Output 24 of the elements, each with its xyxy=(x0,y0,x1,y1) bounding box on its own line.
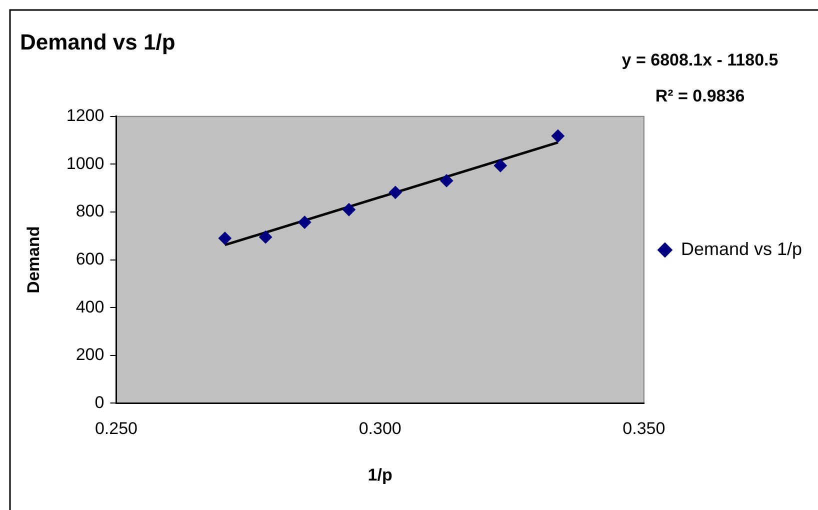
y-tick-label: 600 xyxy=(76,249,104,268)
x-tick-label: 0.350 xyxy=(622,419,666,438)
y-tick-label: 1200 xyxy=(66,106,104,126)
point xyxy=(440,174,454,188)
text: y = 6808.1x - 1180.5 xyxy=(622,50,778,70)
legend-label: Demand vs 1/p xyxy=(680,238,802,259)
y-tick-label: 400 xyxy=(76,297,104,316)
text: R² = 0.9836 xyxy=(655,86,745,106)
y-tick-label: 0 xyxy=(94,392,104,412)
x-tick-label: 0.250 xyxy=(94,419,138,438)
point xyxy=(218,232,232,245)
point xyxy=(494,159,507,172)
point xyxy=(342,203,356,216)
point xyxy=(298,216,312,229)
y-tick-label: 200 xyxy=(76,345,104,364)
x-tick-label: 0.300 xyxy=(358,419,402,438)
y-tick-label: 1000 xyxy=(66,154,104,173)
point xyxy=(259,230,272,244)
y-tick-label: 800 xyxy=(76,202,104,221)
point xyxy=(388,186,402,199)
y-axis-title: Demand xyxy=(24,226,43,294)
chart-title: Demand vs 1/p xyxy=(20,29,176,54)
x-axis-title: 1/p xyxy=(368,465,392,484)
point xyxy=(551,130,564,142)
